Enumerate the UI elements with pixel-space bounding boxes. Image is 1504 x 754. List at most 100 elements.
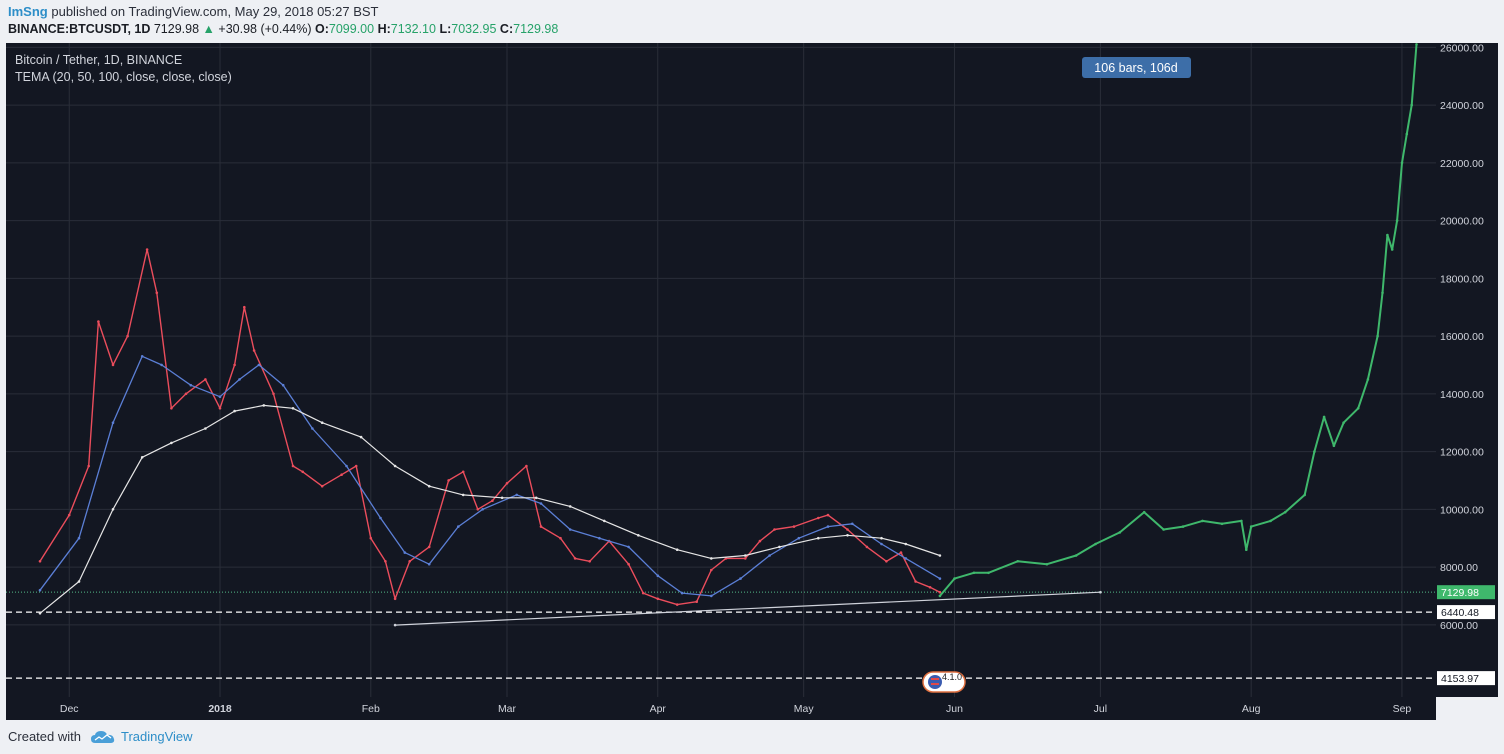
y-tick-label: 24000.00 bbox=[1440, 100, 1484, 112]
plot-area[interactable] bbox=[6, 43, 1436, 697]
y-tick-label: 10000.00 bbox=[1440, 504, 1484, 516]
event-flag-text: 4.1.0 bbox=[942, 672, 962, 682]
data-point bbox=[126, 334, 129, 338]
price-chart[interactable]: 26000.00 24000.00 22000.00 20000.00 18000.00… bbox=[6, 43, 1498, 723]
data-point bbox=[38, 588, 42, 592]
data-point bbox=[77, 536, 81, 540]
data-point bbox=[1045, 562, 1049, 566]
data-point bbox=[111, 363, 115, 367]
data-point bbox=[1366, 378, 1370, 381]
y-tick-label: 18000.00 bbox=[1440, 273, 1484, 285]
data-point bbox=[710, 594, 713, 598]
data-point bbox=[656, 574, 660, 577]
data-point bbox=[427, 545, 431, 549]
level-tag-label: 6440.48 bbox=[1441, 607, 1479, 619]
data-point bbox=[972, 571, 976, 575]
low-value: 7032.95 bbox=[451, 22, 497, 36]
data-point bbox=[904, 542, 908, 546]
data-point bbox=[408, 560, 412, 563]
legend-indicator: TEMA (20, 50, 100, close, close, close) bbox=[15, 70, 232, 84]
data-point bbox=[184, 392, 188, 396]
y-tick-label: 8000.00 bbox=[1440, 562, 1478, 574]
data-point bbox=[461, 493, 465, 497]
y-tick-label: 22000.00 bbox=[1440, 158, 1484, 170]
data-point bbox=[393, 464, 397, 468]
data-point bbox=[573, 557, 577, 560]
x-tick-label: Dec bbox=[60, 703, 79, 715]
data-point bbox=[87, 464, 90, 468]
footer: Created with TradingView bbox=[8, 729, 193, 744]
x-tick-label: Jul bbox=[1094, 703, 1107, 715]
data-point bbox=[233, 409, 236, 413]
high-value: 7132.10 bbox=[390, 22, 436, 36]
data-point bbox=[1245, 548, 1248, 551]
data-point bbox=[680, 591, 684, 595]
data-point bbox=[899, 551, 903, 554]
last-price-tag-label: 7129.98 bbox=[1441, 587, 1479, 599]
data-point bbox=[218, 407, 222, 410]
data-point bbox=[826, 525, 830, 528]
data-point bbox=[568, 528, 572, 531]
data-point bbox=[880, 536, 883, 540]
data-point bbox=[797, 536, 801, 540]
data-point bbox=[928, 586, 932, 589]
data-point bbox=[695, 600, 698, 603]
data-point bbox=[481, 508, 485, 511]
data-point bbox=[354, 464, 358, 468]
x-tick-label: Sep bbox=[1393, 703, 1412, 715]
data-point bbox=[768, 554, 771, 557]
data-point bbox=[369, 536, 373, 540]
data-point bbox=[1390, 248, 1394, 251]
publisher-name[interactable]: ImSng bbox=[8, 4, 48, 19]
data-point bbox=[457, 525, 460, 528]
data-point bbox=[568, 505, 572, 508]
data-point bbox=[1181, 525, 1185, 528]
data-point bbox=[111, 421, 115, 425]
event-flag-icon[interactable]: 4.1.0 bbox=[922, 671, 966, 693]
publish-date: published on TradingView.com, May 29, 20… bbox=[51, 4, 379, 19]
data-point bbox=[461, 470, 465, 474]
series-tema-slow bbox=[39, 404, 941, 614]
data-point bbox=[1220, 522, 1224, 526]
data-point bbox=[340, 473, 343, 477]
data-point bbox=[393, 597, 397, 601]
measure-badge-text: 106 bars, 106d bbox=[1094, 61, 1177, 75]
measure-badge[interactable]: 106 bars, 106d bbox=[1082, 57, 1191, 78]
data-point bbox=[111, 508, 115, 511]
y-tick-label: 14000.00 bbox=[1440, 389, 1484, 401]
y-axis-ticks: 26000.00 24000.00 22000.00 20000.00 18000.00… bbox=[1440, 43, 1484, 632]
level-tag bbox=[1437, 671, 1495, 686]
tradingview-cloud-icon[interactable] bbox=[90, 730, 115, 744]
data-point bbox=[675, 603, 679, 606]
y-tick-label: 26000.00 bbox=[1440, 43, 1484, 54]
time-axis[interactable] bbox=[6, 697, 1436, 720]
data-point bbox=[384, 560, 387, 563]
data-point bbox=[38, 612, 42, 615]
data-point bbox=[515, 493, 518, 497]
data-point bbox=[656, 597, 660, 601]
data-point bbox=[1313, 450, 1316, 453]
data-point bbox=[744, 554, 747, 557]
data-point bbox=[1386, 233, 1389, 237]
last-price: 7129.98 bbox=[153, 22, 200, 36]
data-point bbox=[1400, 161, 1404, 165]
y-tick-label: 20000.00 bbox=[1440, 216, 1484, 228]
close-label: C: bbox=[499, 22, 514, 36]
data-point bbox=[603, 519, 606, 523]
x-axis-ticks: Dec 2018 Feb Mar Apr May Jun Jul Aug Sep bbox=[60, 703, 1412, 715]
data-point bbox=[846, 528, 849, 531]
data-point bbox=[539, 502, 543, 505]
data-point bbox=[320, 421, 324, 425]
data-point bbox=[291, 464, 295, 468]
created-with-text: Created with bbox=[8, 729, 81, 744]
data-point bbox=[914, 580, 917, 583]
data-point bbox=[1332, 444, 1336, 448]
x-tick-label: Jun bbox=[946, 703, 963, 715]
last-price-tag bbox=[1437, 585, 1495, 600]
data-point bbox=[675, 548, 679, 551]
y-tick-label: 6000.00 bbox=[1440, 620, 1478, 632]
tradingview-link[interactable]: TradingView bbox=[120, 729, 193, 744]
data-point bbox=[281, 383, 285, 387]
data-point bbox=[1322, 415, 1326, 419]
data-point bbox=[865, 545, 869, 549]
